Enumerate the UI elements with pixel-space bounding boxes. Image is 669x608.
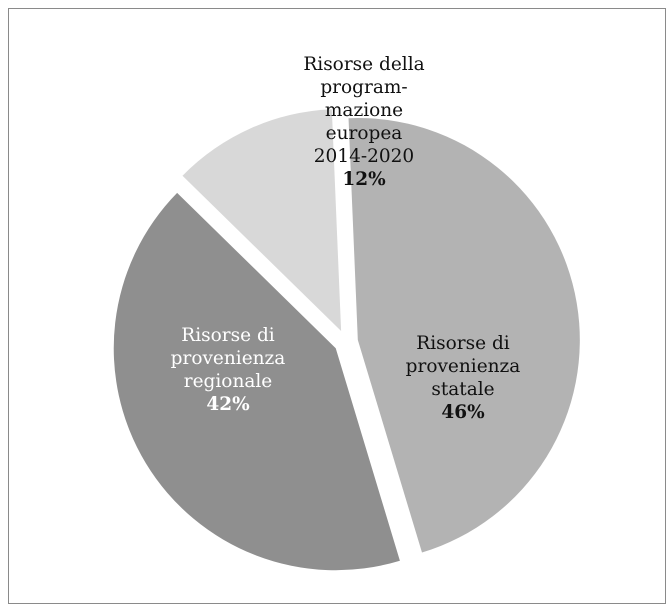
slice-label-line: program- xyxy=(320,77,407,98)
slice-label-line: Risorse di xyxy=(181,325,274,346)
slice-label-line: provenienza xyxy=(171,348,286,369)
slice-label-2: Risorse di provenienza statale 46% xyxy=(406,333,521,423)
slice-label-1: Risorse della program-mazione europea 2014-… xyxy=(303,54,424,190)
slice-label-line: regionale xyxy=(184,371,273,392)
pie-slice-3 xyxy=(113,192,400,571)
slice-label-line: Risorse della xyxy=(303,54,424,75)
slice-label-line: europea xyxy=(326,123,403,144)
slice-label-line: provenienza xyxy=(406,356,521,377)
slice-label-line: statale xyxy=(431,379,494,400)
slice-label-3: Risorse di provenienza regionale 42% xyxy=(171,325,286,415)
slice-value-label: 42% xyxy=(206,394,250,415)
slice-label-line: Risorse di xyxy=(416,333,509,354)
pie-slice-2 xyxy=(348,117,580,553)
slice-label-line: mazione xyxy=(325,100,403,121)
slice-value-label: 46% xyxy=(441,402,485,423)
pie-slice-1 xyxy=(182,109,342,332)
slice-label-line: 2014-2020 xyxy=(314,146,414,167)
slice-value-label: 12% xyxy=(342,169,386,190)
